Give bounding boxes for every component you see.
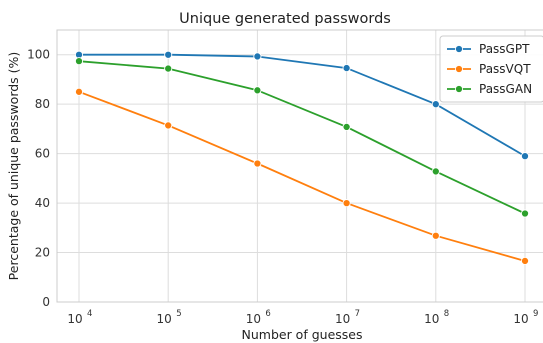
data-point xyxy=(253,52,262,61)
x-tick-label: 10 5 xyxy=(157,309,182,326)
data-point xyxy=(342,199,351,208)
legend-entry: PassVQT xyxy=(447,62,531,76)
data-point xyxy=(164,50,173,59)
y-axis-ticks: 0 20 40 60 80 100 xyxy=(27,48,50,309)
data-point xyxy=(520,256,530,266)
data-point xyxy=(164,121,173,130)
x-tick-exponent: 5 xyxy=(176,309,181,319)
data-point xyxy=(520,209,530,218)
series-line xyxy=(78,90,526,262)
x-tick-exponent: 8 xyxy=(444,309,449,319)
legend-marker xyxy=(454,44,464,54)
series-line xyxy=(78,60,526,215)
data-point xyxy=(342,122,351,131)
x-tick-label: 10 6 xyxy=(246,309,271,326)
y-tick-label: 20 xyxy=(35,246,50,260)
x-axis-label: Number of guesses xyxy=(242,327,363,342)
x-tick-base: 10 xyxy=(424,312,439,326)
data-point xyxy=(74,57,84,66)
y-tick-label: 60 xyxy=(35,147,50,161)
series-passgpt xyxy=(74,50,530,161)
data-point xyxy=(253,86,262,95)
x-tick-base: 10 xyxy=(67,312,82,326)
series-passvqt xyxy=(74,87,530,266)
x-tick-label: 10 4 xyxy=(67,309,92,326)
series xyxy=(74,50,530,266)
y-tick-label: 40 xyxy=(35,196,50,210)
legend-entry: PassGAN xyxy=(447,82,532,96)
x-tick-label: 10 8 xyxy=(424,309,449,326)
data-point xyxy=(342,64,351,73)
x-tick-base: 10 xyxy=(157,312,172,326)
x-tick-base: 10 xyxy=(246,312,261,326)
y-tick-label: 0 xyxy=(42,295,50,309)
legend-label: PassGAN xyxy=(479,82,532,96)
data-point xyxy=(74,87,84,96)
x-tick-exponent: 6 xyxy=(265,309,270,319)
x-tick-exponent: 7 xyxy=(355,309,360,319)
y-axis-label: Percentage of unique passwords (%) xyxy=(6,52,21,281)
x-tick-exponent: 9 xyxy=(533,309,538,319)
data-point xyxy=(431,100,440,109)
legend: PassGPT PassVQT PassGAN xyxy=(439,35,543,103)
data-point xyxy=(431,167,440,176)
series-passgan xyxy=(74,57,530,218)
data-point xyxy=(253,159,262,168)
legend-label: PassGPT xyxy=(479,42,530,56)
x-tick-base: 10 xyxy=(335,312,350,326)
legend-label: PassVQT xyxy=(479,62,531,76)
data-point xyxy=(164,64,173,73)
x-axis-ticks: 10 4 10 5 10 6 10 7 10 8 10 9 xyxy=(67,309,538,326)
y-tick-label: 100 xyxy=(27,48,50,62)
data-point xyxy=(431,231,440,240)
data-point xyxy=(520,152,530,161)
legend-entry: PassGPT xyxy=(447,42,530,56)
plot-frame xyxy=(56,29,543,303)
chart-title: Unique generated passwords xyxy=(179,11,391,27)
x-tick-base: 10 xyxy=(513,312,528,326)
legend-box xyxy=(439,35,543,103)
x-tick-label: 10 7 xyxy=(335,309,360,326)
x-tick-label: 10 9 xyxy=(513,309,538,326)
x-tick-exponent: 4 xyxy=(87,309,92,319)
series-line xyxy=(79,53,526,157)
y-tick-label: 80 xyxy=(35,97,50,111)
legend-marker xyxy=(454,64,464,74)
legend-marker xyxy=(454,84,464,94)
